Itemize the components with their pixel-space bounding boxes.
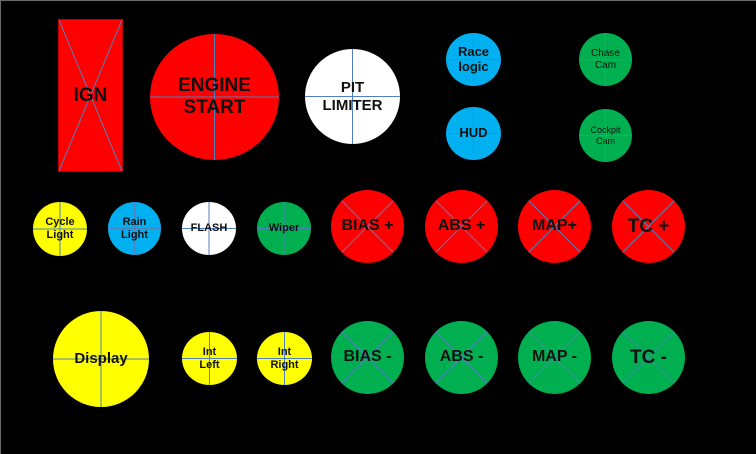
hud-button[interactable]: HUD xyxy=(446,107,501,160)
rain-light-label: Rain Light xyxy=(121,215,148,241)
map-minus-label: MAP - xyxy=(531,348,578,366)
ign-label: IGN xyxy=(73,84,108,106)
engine-start-button[interactable]: ENGINE START xyxy=(150,34,279,160)
rain-light-button[interactable]: Rain Light xyxy=(108,202,161,255)
flash-button[interactable]: FLASH xyxy=(182,202,236,255)
chase-cam-label: Chase Cam xyxy=(591,48,620,71)
int-right-label: Int Right xyxy=(270,345,299,371)
display-button[interactable]: Display xyxy=(53,311,149,407)
chase-cam-button[interactable]: Chase Cam xyxy=(579,33,632,86)
tc-minus-button[interactable]: TC - xyxy=(612,321,685,394)
flash-label: FLASH xyxy=(190,222,228,235)
cycle-light-label: Cycle Light xyxy=(45,216,75,241)
int-right-button[interactable]: Int Right xyxy=(257,332,312,385)
pit-limiter-button[interactable]: PIT LIMITER xyxy=(305,49,400,144)
ign-button[interactable]: IGN xyxy=(58,19,123,172)
abs-minus-button[interactable]: ABS - xyxy=(425,321,498,394)
int-left-button[interactable]: Int Left xyxy=(182,332,237,385)
wiper-button[interactable]: Wiper xyxy=(257,202,311,255)
bias-minus-button[interactable]: BIAS - xyxy=(331,321,404,394)
tc-plus-button[interactable]: TC + xyxy=(612,190,685,263)
abs-plus-label: ABS + xyxy=(437,217,486,235)
cockpit-cam-label: Cockpit Cam xyxy=(590,125,621,146)
race-logic-label: Race logic xyxy=(457,43,490,74)
map-plus-button[interactable]: MAP+ xyxy=(518,190,591,263)
bias-plus-button[interactable]: BIAS + xyxy=(331,190,404,263)
engine-start-label: ENGINE START xyxy=(178,75,251,118)
wiper-label: Wiper xyxy=(268,222,300,235)
tc-plus-label: TC + xyxy=(627,215,670,237)
hud-label: HUD xyxy=(459,125,488,141)
tc-minus-label: TC - xyxy=(630,346,667,368)
bias-plus-label: BIAS + xyxy=(341,217,394,235)
abs-plus-button[interactable]: ABS + xyxy=(425,190,498,263)
bias-minus-label: BIAS - xyxy=(343,348,392,366)
cockpit-cam-button[interactable]: Cockpit Cam xyxy=(579,109,632,162)
pit-limiter-label: PIT LIMITER xyxy=(322,79,383,114)
abs-minus-label: ABS - xyxy=(439,348,484,366)
int-left-label: Int Left xyxy=(199,345,220,371)
display-label: Display xyxy=(74,350,128,368)
race-logic-button[interactable]: Race logic xyxy=(446,33,501,86)
map-minus-button[interactable]: MAP - xyxy=(518,321,591,394)
cycle-light-button[interactable]: Cycle Light xyxy=(33,202,87,256)
map-plus-label: MAP+ xyxy=(532,217,577,235)
